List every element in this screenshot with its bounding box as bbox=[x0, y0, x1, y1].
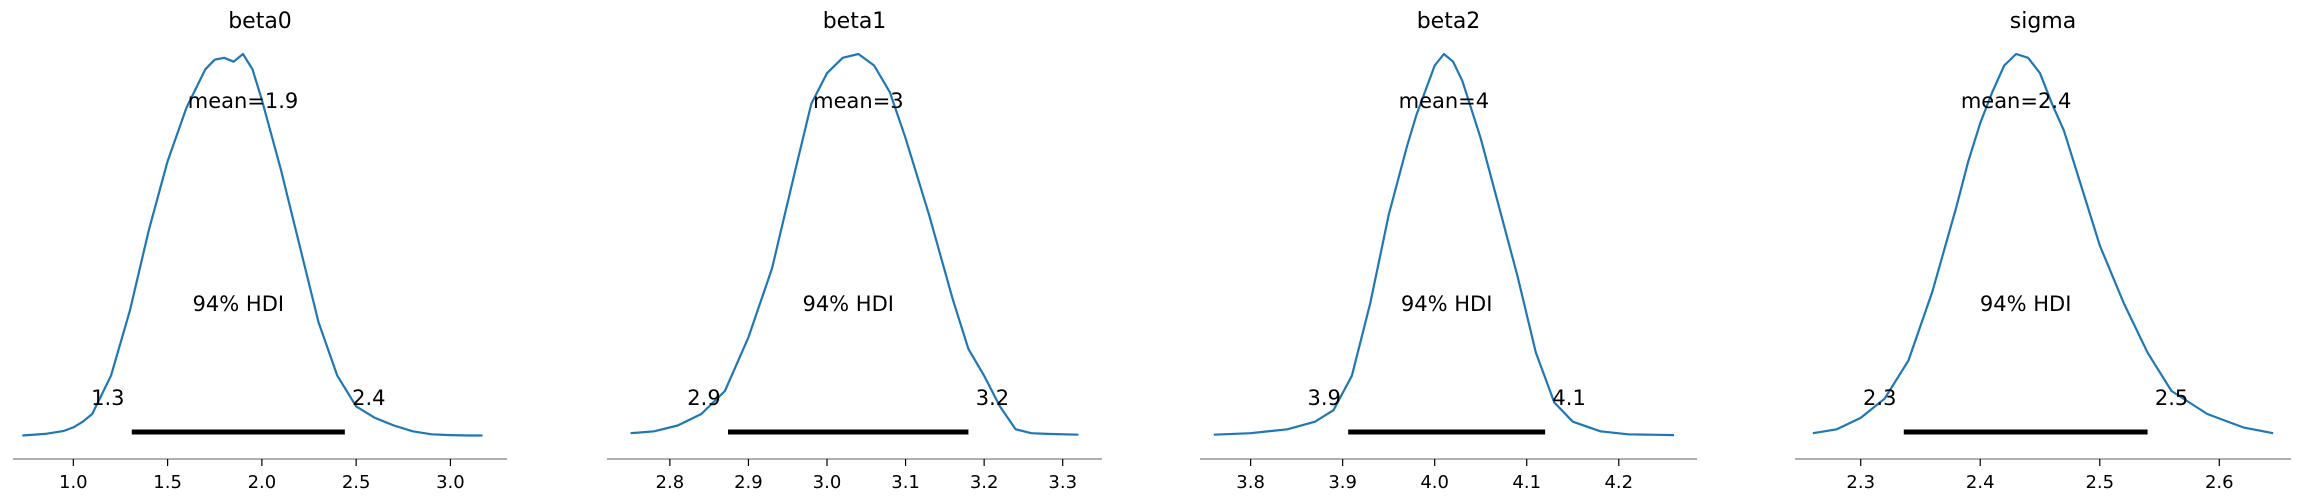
x-tick-label: 3.3 bbox=[1048, 472, 1077, 493]
density-curve bbox=[1812, 52, 2274, 435]
subplot-title: beta1 bbox=[823, 9, 887, 34]
x-tick-label: 3.1 bbox=[891, 472, 920, 493]
mean-label: mean=1.9 bbox=[188, 89, 299, 113]
hdi-label: 94% HDI bbox=[1980, 292, 2072, 316]
x-tick-label: 2.9 bbox=[734, 472, 763, 493]
x-tick-label: 3.0 bbox=[813, 472, 842, 493]
hdi-label: 94% HDI bbox=[802, 292, 894, 316]
subplot-beta0: beta0 mean=1.9 94% HDI 1.3 2.4 1.0 1.5 2.0 2.5 3.… bbox=[13, 9, 507, 493]
hdi-high-label: 3.2 bbox=[976, 386, 1009, 410]
hdi-low-label: 2.9 bbox=[687, 386, 720, 410]
density-curve bbox=[22, 52, 483, 437]
density-curve bbox=[1213, 52, 1675, 437]
subplot-title: sigma bbox=[2010, 9, 2076, 34]
x-tick-label: 1.0 bbox=[59, 472, 88, 493]
hdi-label: 94% HDI bbox=[1401, 292, 1493, 316]
subplot-beta1: beta1 mean=3 94% HDI 2.9 3.2 2.8 2.9 3.0 3.1 3.2 3… bbox=[607, 9, 1102, 493]
x-tick-label: 1.5 bbox=[153, 472, 182, 493]
x-tick-label: 2.3 bbox=[1846, 472, 1875, 493]
subplot-beta2: beta2 mean=4 94% HDI 3.9 4.1 3.8 3.9 4.0 4.1 4.2 bbox=[1200, 9, 1697, 493]
x-tick-label: 4.1 bbox=[1512, 472, 1541, 493]
mean-label: mean=3 bbox=[813, 89, 904, 113]
mean-label: mean=2.4 bbox=[1961, 89, 2072, 113]
x-tick-label: 3.0 bbox=[436, 472, 465, 493]
subplot-sigma: sigma mean=2.4 94% HDI 2.3 2.5 2.3 2.4 2.5 2.6 bbox=[1795, 9, 2291, 493]
x-tick-label: 4.0 bbox=[1420, 472, 1449, 493]
hdi-low-label: 3.9 bbox=[1307, 386, 1340, 410]
x-tick-label: 4.2 bbox=[1604, 472, 1633, 493]
hdi-low-label: 2.3 bbox=[1863, 386, 1896, 410]
x-tick-label: 3.9 bbox=[1328, 472, 1357, 493]
hdi-low-label: 1.3 bbox=[91, 386, 124, 410]
x-tick-label: 2.8 bbox=[656, 472, 685, 493]
subplot-title: beta2 bbox=[1417, 9, 1481, 34]
mean-label: mean=4 bbox=[1399, 89, 1490, 113]
hdi-label: 94% HDI bbox=[193, 292, 285, 316]
hdi-high-label: 4.1 bbox=[1552, 386, 1585, 410]
x-tick-label: 2.6 bbox=[2205, 472, 2234, 493]
hdi-high-label: 2.4 bbox=[352, 386, 385, 410]
hdi-high-label: 2.5 bbox=[2155, 386, 2188, 410]
x-tick-label: 3.8 bbox=[1236, 472, 1265, 493]
x-tick-label: 2.5 bbox=[2085, 472, 2114, 493]
subplot-title: beta0 bbox=[228, 9, 292, 34]
x-tick-label: 3.2 bbox=[970, 472, 999, 493]
x-tick-label: 2.0 bbox=[248, 472, 277, 493]
x-tick-label: 2.4 bbox=[1966, 472, 1995, 493]
density-curve bbox=[630, 52, 1079, 436]
x-tick-label: 2.5 bbox=[342, 472, 371, 493]
